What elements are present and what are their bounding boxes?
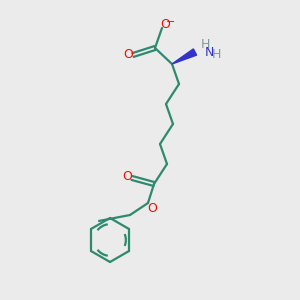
Text: −: − <box>166 17 176 27</box>
Polygon shape <box>172 49 196 64</box>
Text: O: O <box>123 49 133 62</box>
Text: H: H <box>211 47 221 61</box>
Text: O: O <box>147 202 157 214</box>
Text: O: O <box>122 169 132 182</box>
Text: N: N <box>204 46 214 59</box>
Text: O: O <box>160 19 170 32</box>
Text: H: H <box>200 38 210 50</box>
